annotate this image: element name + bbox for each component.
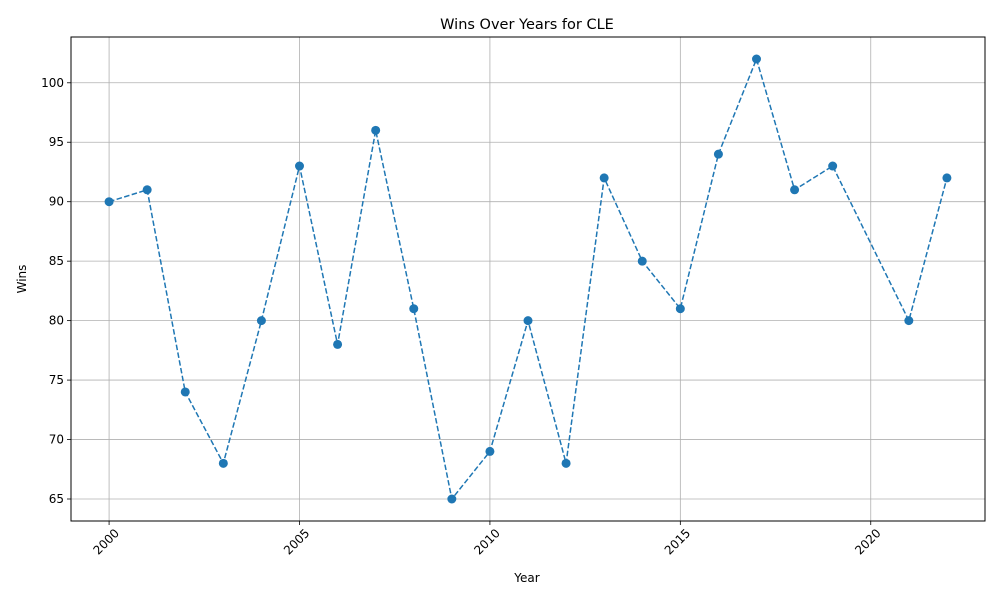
y-tick-label: 95	[49, 135, 64, 149]
data-point	[409, 304, 419, 314]
x-tick-label: 2005	[281, 526, 312, 557]
data-point	[561, 458, 571, 468]
series-layer	[104, 54, 952, 504]
y-tick-label: 65	[49, 492, 64, 506]
y-tick-label: 90	[49, 195, 64, 209]
plot-frame	[70, 36, 986, 522]
data-point	[637, 256, 647, 266]
data-point	[218, 458, 228, 468]
data-point	[333, 339, 343, 349]
data-point	[371, 125, 381, 135]
data-point	[104, 197, 114, 207]
data-point	[180, 387, 190, 397]
data-point	[485, 446, 495, 456]
y-tick-label: 80	[49, 314, 64, 328]
y-axis-label: Wins	[15, 265, 29, 294]
y-tick-label: 85	[49, 254, 64, 268]
data-point	[752, 54, 761, 64]
data-point	[295, 161, 304, 171]
x-tick-label: 2010	[471, 526, 502, 557]
data-point	[790, 185, 800, 195]
y-axis-ticks: 65 70 75 80 85 90 95 100	[41, 76, 71, 506]
chart-title: Wins Over Years for CLE	[440, 17, 614, 33]
data-point	[142, 185, 152, 195]
gridlines	[71, 37, 985, 521]
data-point	[713, 149, 723, 159]
y-tick-label: 100	[41, 76, 64, 90]
data-point	[447, 494, 457, 504]
y-tick-label: 75	[49, 373, 64, 387]
x-axis-ticks: 2000 2005 2010 2015 2020	[91, 521, 884, 558]
x-tick-label: 2000	[91, 526, 122, 557]
data-point	[523, 316, 533, 326]
data-point	[599, 173, 609, 183]
data-point	[942, 173, 952, 183]
series-line	[108, 56, 948, 501]
data-point	[256, 316, 266, 326]
y-tick-label: 70	[49, 433, 64, 447]
data-point	[675, 304, 685, 314]
x-tick-label: 2015	[662, 526, 693, 557]
data-point	[904, 316, 914, 326]
data-point	[828, 161, 838, 171]
x-axis-label: Year	[513, 571, 539, 585]
x-tick-label: 2020	[852, 526, 883, 557]
